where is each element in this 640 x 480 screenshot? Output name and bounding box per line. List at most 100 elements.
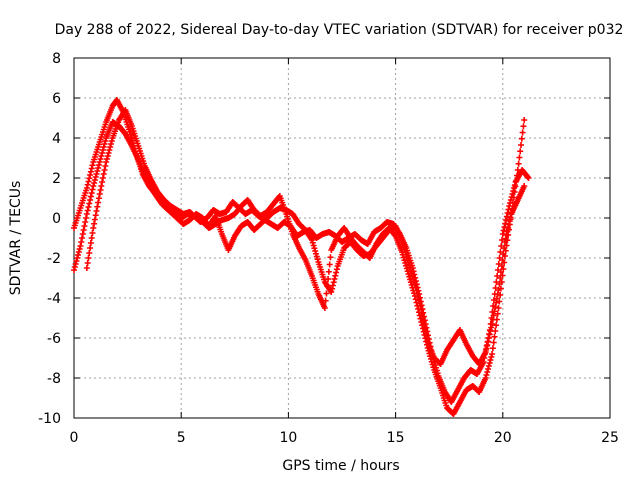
data-point <box>99 150 106 156</box>
data-point <box>501 224 508 230</box>
y-axis-label: SDTVAR / TECUs <box>8 181 24 296</box>
data-point <box>325 268 332 275</box>
data-point <box>498 279 505 285</box>
data-point <box>504 237 511 244</box>
data-point <box>507 216 514 223</box>
data-point <box>92 212 99 219</box>
data-point <box>483 372 490 378</box>
data-point <box>80 227 87 233</box>
data-point <box>74 255 81 261</box>
data-point <box>87 197 94 203</box>
data-point <box>415 309 422 316</box>
data-point <box>485 363 492 369</box>
x-tick-label: 5 <box>177 430 186 446</box>
y-tick-label: -2 <box>47 251 61 267</box>
data-point <box>423 338 430 345</box>
x-tick-label: 0 <box>70 430 79 446</box>
data-point <box>502 220 509 227</box>
data-point <box>500 227 507 234</box>
data-point <box>497 285 504 292</box>
data-point <box>88 235 95 241</box>
x-axis-label: GPS time / hours <box>282 458 399 474</box>
data-point <box>329 285 336 292</box>
data-point <box>490 312 497 319</box>
data-point <box>511 189 518 195</box>
data-point <box>97 187 104 193</box>
data-point <box>90 225 97 231</box>
data-point <box>415 306 422 312</box>
data-point <box>486 360 493 366</box>
data-point <box>518 135 525 142</box>
data-point <box>494 310 501 317</box>
data-point <box>87 168 94 175</box>
data-point <box>90 183 97 189</box>
data-point <box>327 254 334 261</box>
data-point <box>501 253 508 259</box>
data-point <box>423 341 430 348</box>
data-point <box>325 276 332 282</box>
data-point <box>333 266 340 273</box>
data-point <box>95 165 102 171</box>
data-point <box>86 175 93 182</box>
data-point <box>95 162 102 168</box>
y-tick-label: -8 <box>47 371 61 387</box>
data-point <box>326 261 333 268</box>
data-point <box>85 178 92 185</box>
data-point <box>485 338 492 345</box>
data-point <box>86 250 93 256</box>
data-point <box>73 258 80 264</box>
data-point <box>413 299 420 306</box>
series-trace-c <box>83 107 528 417</box>
data-point <box>514 167 521 173</box>
data-point <box>488 354 495 360</box>
data-point <box>513 178 520 184</box>
data-point <box>330 279 337 286</box>
data-point <box>83 211 90 217</box>
y-tick-label: -4 <box>47 291 61 307</box>
data-point <box>418 319 425 325</box>
data-point <box>515 160 522 167</box>
data-point <box>501 259 508 266</box>
data-point <box>95 195 102 202</box>
data-point <box>107 141 114 147</box>
data-point <box>484 369 491 375</box>
data-point <box>489 345 496 352</box>
data-point <box>508 211 515 217</box>
x-tick-label: 25 <box>601 430 619 446</box>
data-point <box>87 245 94 251</box>
data-point <box>518 142 525 148</box>
data-point <box>79 231 86 237</box>
data-point <box>505 206 512 213</box>
data-point <box>420 328 427 335</box>
data-point <box>84 207 91 214</box>
data-point <box>419 322 426 329</box>
data-point <box>414 302 421 309</box>
data-point <box>497 292 504 298</box>
data-point <box>495 305 502 311</box>
y-tick-label: 4 <box>52 131 61 147</box>
data-point <box>95 199 102 206</box>
data-point <box>499 231 506 237</box>
data-point <box>488 324 495 331</box>
data-point <box>99 179 106 185</box>
data-point <box>492 304 499 310</box>
data-point <box>83 215 90 221</box>
data-point <box>509 200 516 206</box>
data-point <box>491 333 498 340</box>
data-point <box>520 123 527 130</box>
data-point <box>521 183 528 189</box>
data-point <box>91 220 98 227</box>
data-point <box>412 296 419 303</box>
data-point <box>332 272 339 279</box>
data-point <box>525 175 532 181</box>
data-point <box>91 177 98 183</box>
data-point <box>484 342 491 348</box>
data-point <box>106 147 113 153</box>
data-point <box>500 266 507 272</box>
data-point <box>483 345 490 352</box>
data-point <box>108 138 115 144</box>
data-point <box>94 203 101 210</box>
data-point <box>509 205 516 212</box>
data-point <box>492 328 499 334</box>
data-point <box>72 261 79 267</box>
